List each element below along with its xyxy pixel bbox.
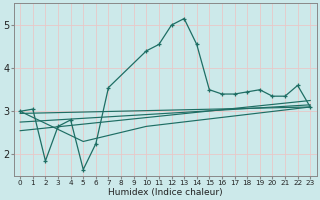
X-axis label: Humidex (Indice chaleur): Humidex (Indice chaleur) <box>108 188 222 197</box>
